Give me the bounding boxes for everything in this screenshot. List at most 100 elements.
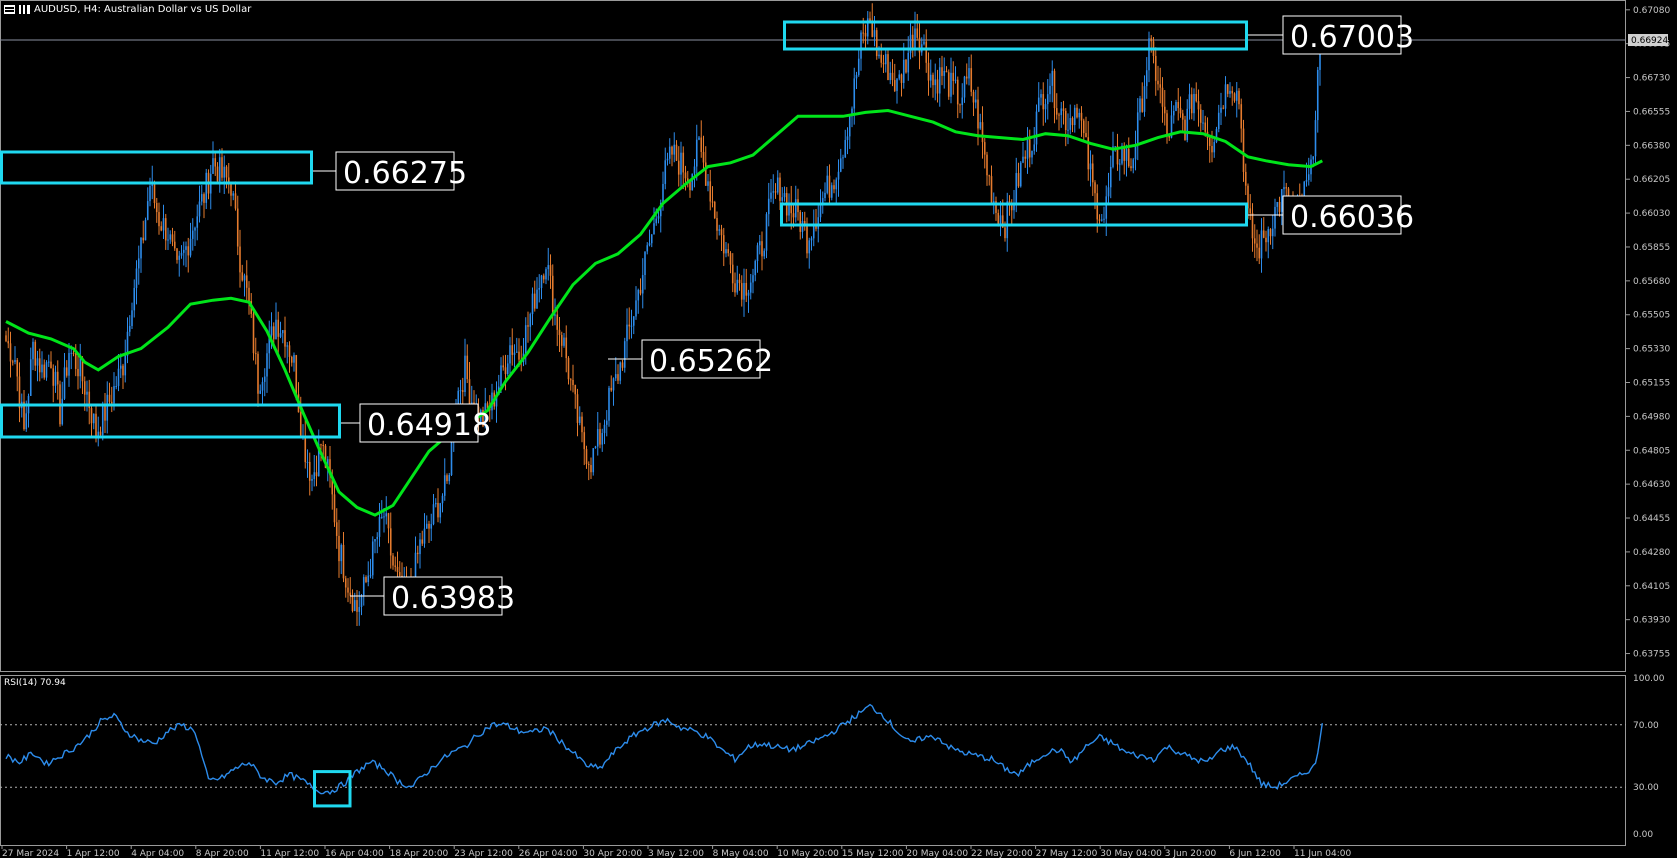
candle-body <box>43 364 46 378</box>
candle-body <box>610 387 613 391</box>
x-tick-label: 8 Apr 20:00 <box>196 849 249 858</box>
candle-body <box>666 158 669 161</box>
candle-body <box>392 555 394 566</box>
candle-body <box>839 158 842 172</box>
table-icon[interactable] <box>4 4 15 14</box>
candle-body <box>106 394 109 421</box>
candle-body <box>682 152 685 173</box>
candle-body <box>1024 156 1027 159</box>
candle-body <box>1229 90 1231 94</box>
candle-body <box>707 181 709 186</box>
candle-body <box>326 459 329 468</box>
candle-body <box>194 227 196 231</box>
candle-body <box>1015 173 1018 204</box>
candle-body <box>788 203 790 216</box>
candle-body <box>918 37 921 53</box>
candle-body <box>1004 227 1006 239</box>
candle-body <box>1258 247 1261 259</box>
candle-body <box>713 202 716 219</box>
candle-body <box>551 275 554 316</box>
candle-body <box>1022 156 1024 163</box>
candle-body <box>1224 84 1227 109</box>
candle-body <box>698 137 700 140</box>
candle-body <box>173 241 176 249</box>
candle-body <box>738 279 741 284</box>
candle-body <box>34 341 37 366</box>
y-tick-label: 0.66380 <box>1633 141 1670 151</box>
candle-body <box>358 607 361 612</box>
candle-body <box>500 365 502 387</box>
candle-body <box>628 324 631 327</box>
candle-body <box>1091 163 1094 183</box>
candle-body <box>1283 187 1285 190</box>
candle-body <box>999 215 1002 226</box>
candle-body <box>938 67 941 94</box>
candle-body <box>529 314 532 327</box>
candle-body <box>1168 135 1171 138</box>
candle-body <box>605 420 608 425</box>
candle-body <box>524 325 527 354</box>
candle-body <box>461 390 464 392</box>
candle-body <box>781 197 784 201</box>
candle-body <box>844 140 847 158</box>
candle-body <box>1177 102 1180 109</box>
candle-body <box>842 157 844 159</box>
candle-body <box>504 367 507 375</box>
candle-body <box>826 175 829 193</box>
candle-body <box>81 357 84 382</box>
candle-body <box>1253 238 1256 244</box>
candle-body <box>767 198 770 215</box>
y-tick-label: 0.64280 <box>1633 548 1670 558</box>
level-label: 0.66036 <box>1290 200 1414 235</box>
level-zone-box <box>0 403 341 439</box>
candle-body <box>482 409 484 427</box>
candle-body <box>808 240 811 254</box>
candle-body <box>1278 202 1281 212</box>
candle-body <box>1197 101 1200 110</box>
bar-chart-icon[interactable] <box>19 4 30 14</box>
y-tick-label: 0.65855 <box>1633 243 1670 253</box>
candle-body <box>495 395 498 407</box>
candle-body <box>1044 104 1047 110</box>
candle-body <box>1240 104 1243 129</box>
candle-body <box>1109 166 1112 188</box>
candle-body <box>1116 146 1119 165</box>
candle-body <box>353 600 356 612</box>
candle-body <box>133 287 136 311</box>
candle-body <box>770 192 772 199</box>
candle-body <box>538 287 541 290</box>
candle-body <box>216 166 219 182</box>
candle-body <box>137 258 140 269</box>
candle-body <box>576 394 579 423</box>
candle-body <box>1098 219 1101 221</box>
candle-body <box>425 523 428 529</box>
candle-body <box>740 283 743 300</box>
candle-body <box>959 104 961 106</box>
candle-body <box>812 226 815 239</box>
candle-body <box>515 351 518 353</box>
candle-body <box>1242 128 1245 172</box>
candle-body <box>1199 109 1202 123</box>
candle-body <box>419 539 421 555</box>
candle-body <box>360 595 363 608</box>
candle-body <box>547 265 550 270</box>
candle-body <box>378 517 381 537</box>
candle-body <box>1190 94 1193 114</box>
candle-body <box>1049 85 1051 95</box>
candle-body <box>677 160 680 175</box>
candle-body <box>1161 87 1164 107</box>
candle-body <box>146 201 149 220</box>
candle-body <box>992 201 995 203</box>
candle-body <box>1204 122 1207 132</box>
candle-body <box>747 292 750 296</box>
rsi-y-tick-label: 100.00 <box>1633 674 1665 684</box>
candle-body <box>891 72 894 81</box>
candle-body <box>754 261 757 276</box>
x-tick-label: 4 Apr 04:00 <box>131 849 184 858</box>
candle-body <box>241 272 244 281</box>
level-zone-box <box>780 202 1248 227</box>
candle-body <box>1010 205 1013 211</box>
candle-body <box>83 381 86 395</box>
candle-body <box>122 365 124 376</box>
